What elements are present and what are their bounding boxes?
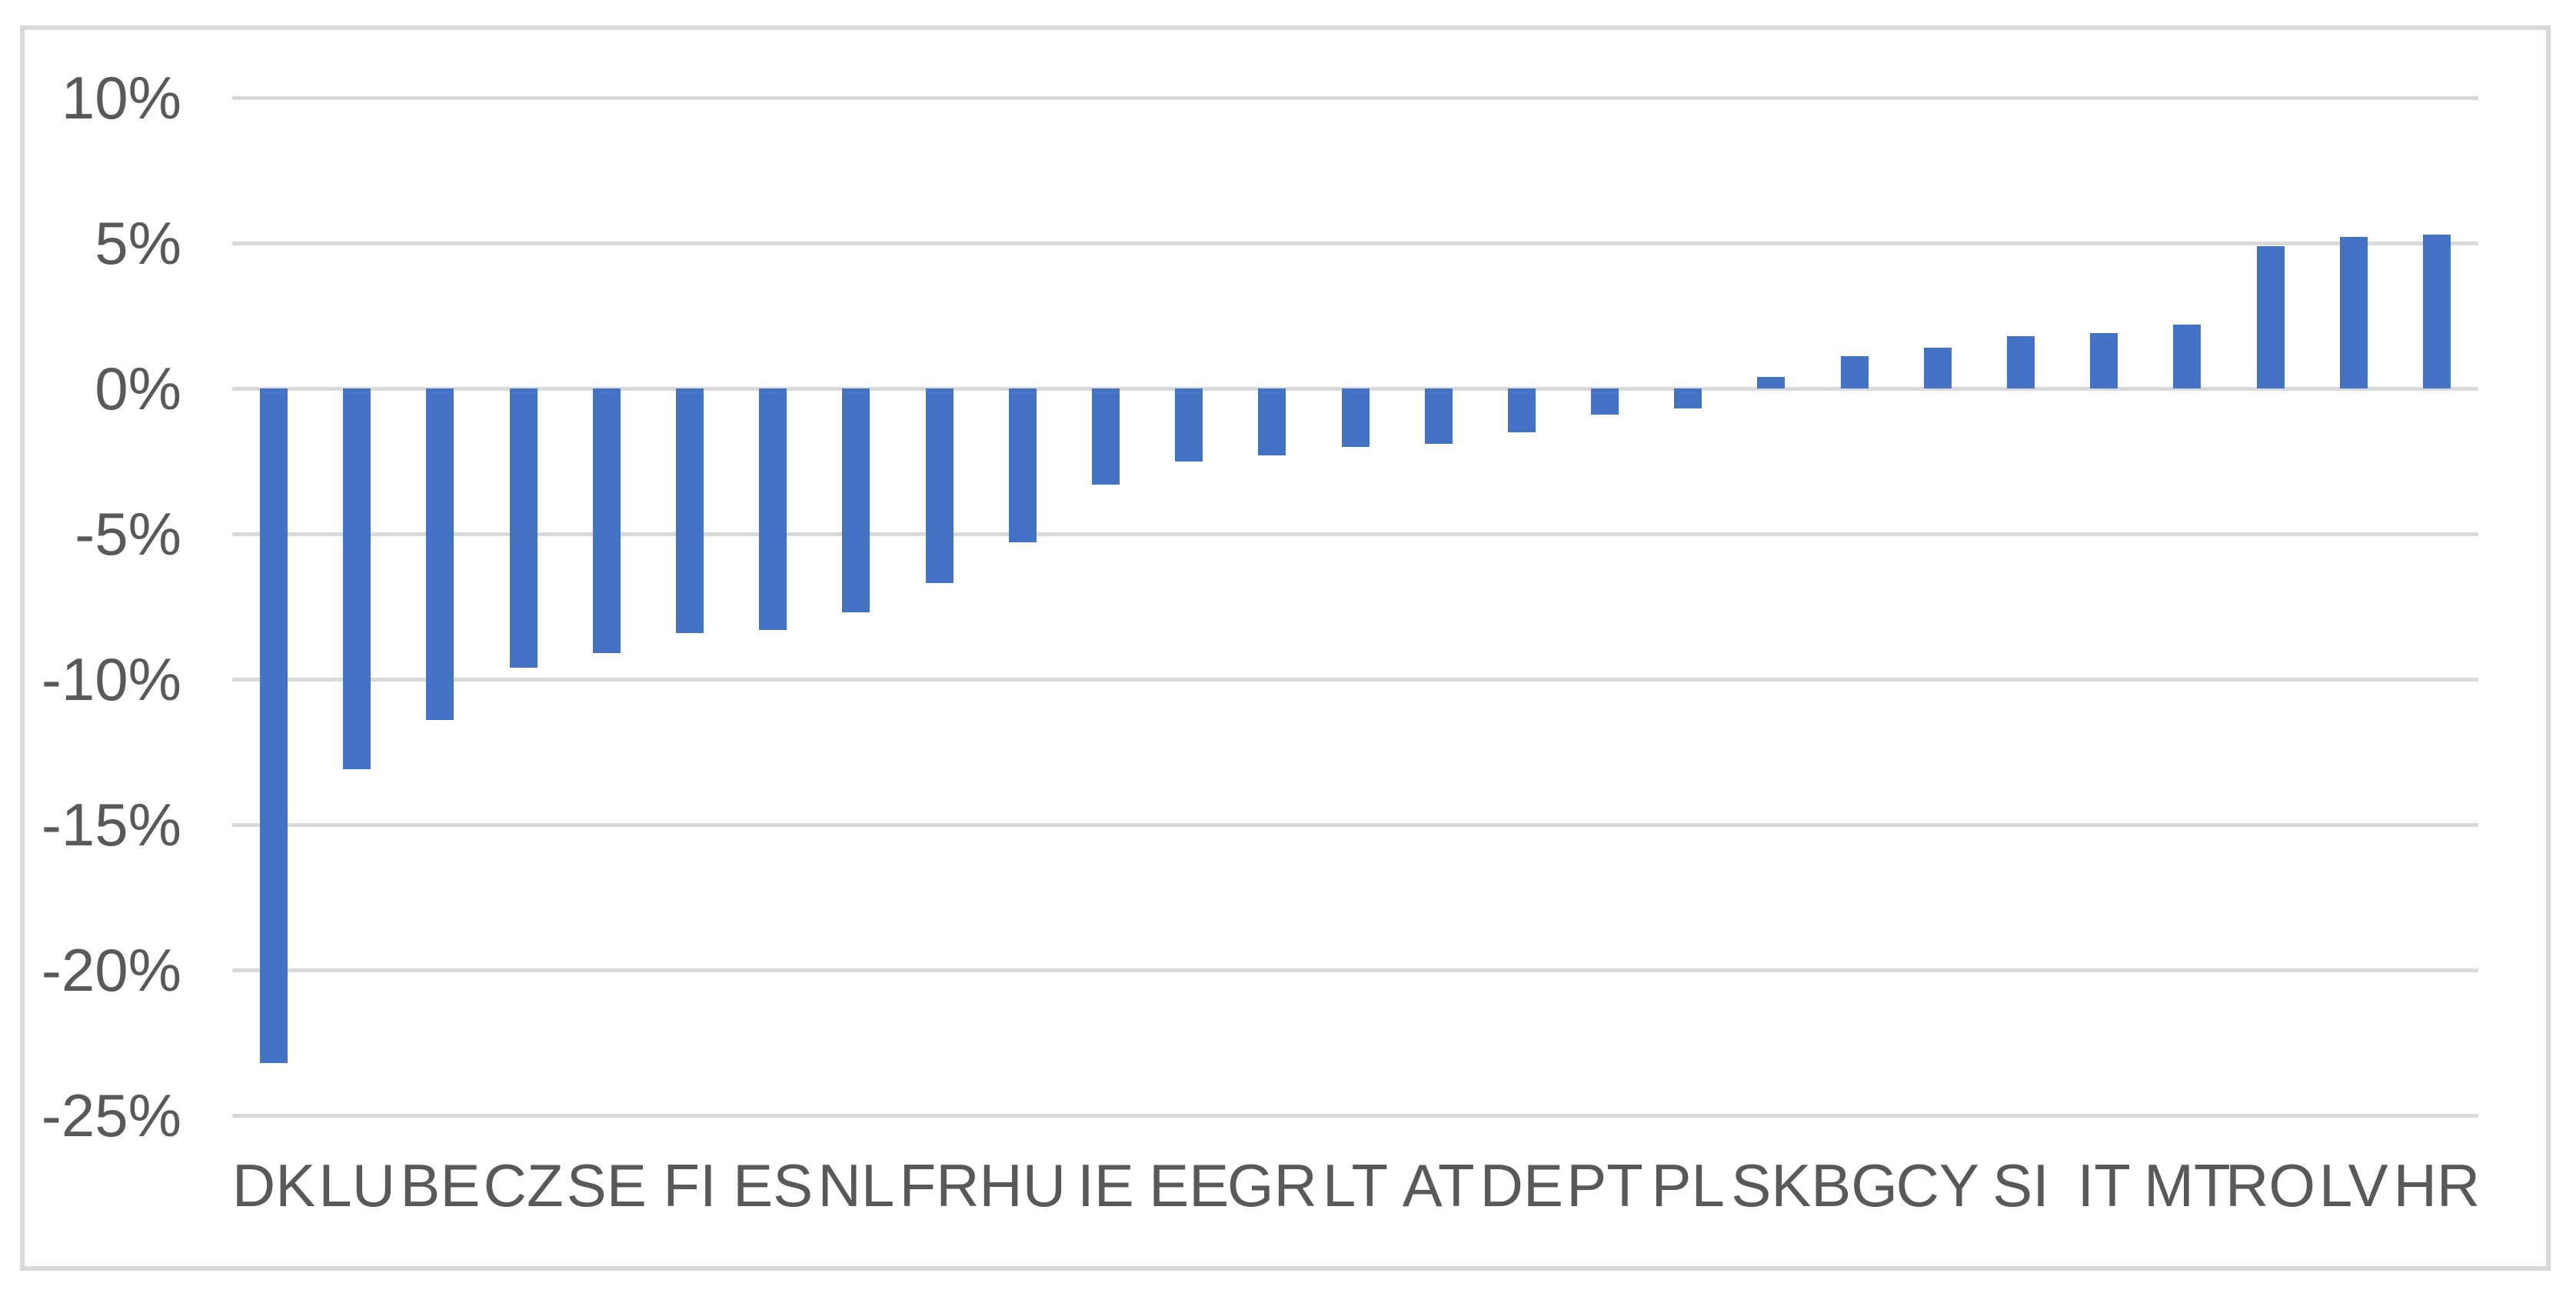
bar-RO — [2256, 245, 2285, 388]
y-tick-label: 5% — [95, 209, 181, 277]
bar-GR — [1258, 388, 1286, 455]
gridline--10pct — [232, 678, 2478, 682]
x-tick-label-EE: EE — [1149, 1152, 1230, 1219]
bar-IT — [2090, 333, 2118, 388]
gridline--15pct — [232, 823, 2478, 827]
x-tick-label-GR: GR — [1226, 1152, 1317, 1219]
x-tick-label-FR: FR — [899, 1152, 980, 1219]
gridline--20pct — [232, 968, 2478, 972]
gridline-10pct — [232, 96, 2478, 100]
bar-FR — [925, 388, 954, 584]
x-tick-label-IE: IE — [1077, 1152, 1134, 1219]
y-tick-label: -25% — [41, 1082, 181, 1149]
x-tick-label-DK: DK — [231, 1152, 316, 1219]
x-tick-label-PL: PL — [1651, 1152, 1725, 1219]
bar-PT — [1591, 388, 1619, 415]
x-tick-label-CZ: CZ — [483, 1152, 564, 1219]
bar-IE — [1091, 388, 1120, 485]
x-tick-label-BG: BG — [1811, 1152, 1898, 1219]
bar-HR — [2422, 234, 2451, 388]
bar-CY — [1923, 348, 1952, 388]
x-tick-label-SK: SK — [1731, 1152, 1812, 1219]
bar-HU — [1008, 388, 1037, 543]
y-tick-label: -20% — [41, 936, 181, 1004]
x-tick-label-AT: AT — [1402, 1152, 1475, 1219]
x-tick-label-LT: LT — [1322, 1152, 1389, 1219]
bar-FI — [676, 388, 704, 633]
x-tick-label-LV: LV — [2318, 1152, 2388, 1219]
x-tick-label-FI: FI — [663, 1152, 717, 1219]
x-tick-label-CY: CY — [1895, 1152, 1979, 1219]
bar-BG — [1840, 356, 1869, 388]
bar-SK — [1757, 376, 1786, 388]
gridline--5pct — [232, 532, 2478, 536]
y-tick-label: 10% — [61, 64, 181, 132]
x-tick-label-HR: HR — [2393, 1152, 2481, 1219]
bar-ES — [759, 388, 787, 630]
x-tick-label-BE: BE — [400, 1152, 481, 1219]
gridline--25pct — [232, 1114, 2478, 1118]
y-tick-label: -10% — [41, 645, 181, 713]
x-tick-label-MT: MT — [2144, 1152, 2231, 1219]
bar-LV — [2339, 237, 2368, 388]
bar-EE — [1175, 388, 1203, 462]
x-tick-label-SE: SE — [566, 1152, 647, 1219]
x-tick-label-LU: LU — [318, 1152, 396, 1219]
y-tick-label: 0% — [95, 355, 181, 422]
y-tick-label: -5% — [75, 500, 181, 568]
x-tick-label-SI: SI — [1992, 1152, 2049, 1219]
chart-frame-border — [20, 25, 2551, 1271]
x-tick-label-RO: RO — [2225, 1152, 2316, 1219]
gridline-5pct — [232, 242, 2478, 245]
bar-BE — [426, 388, 454, 720]
bar-AT — [1424, 388, 1453, 444]
bar-CZ — [509, 388, 537, 668]
bar-DK — [260, 388, 288, 1063]
x-tick-label-NL: NL — [817, 1152, 895, 1219]
x-tick-label-PT: PT — [1566, 1152, 1643, 1219]
bar-DE — [1507, 388, 1536, 432]
bar-LT — [1341, 388, 1370, 447]
bar-NL — [842, 388, 870, 613]
y-tick-label: -15% — [41, 791, 181, 858]
bar-MT — [2173, 324, 2202, 388]
bar-LU — [343, 388, 371, 770]
x-tick-label-ES: ES — [733, 1152, 814, 1219]
x-tick-label-HU: HU — [979, 1152, 1067, 1219]
x-tick-label-IT: IT — [2077, 1152, 2131, 1219]
bar-PL — [1674, 388, 1702, 409]
bar-SI — [2006, 335, 2035, 388]
x-tick-label-DE: DE — [1479, 1152, 1564, 1219]
bar-SE — [592, 388, 621, 653]
